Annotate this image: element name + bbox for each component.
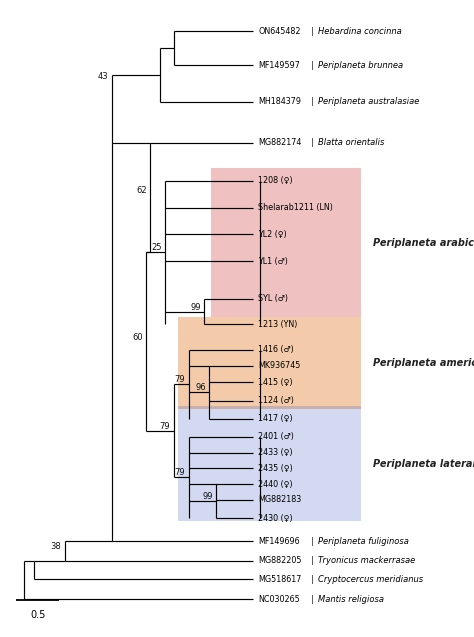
Text: MF149696: MF149696 [258, 536, 300, 546]
Text: 25: 25 [151, 243, 162, 252]
Text: |: | [311, 575, 313, 584]
Text: 2440 (♀): 2440 (♀) [258, 480, 293, 489]
Text: Cryptocercus meridianus: Cryptocercus meridianus [318, 575, 423, 584]
Text: MH184379: MH184379 [258, 97, 301, 106]
Text: 79: 79 [160, 422, 170, 431]
Text: 1213 (YN): 1213 (YN) [258, 320, 298, 329]
Text: Hebardina concinna: Hebardina concinna [318, 27, 401, 36]
Text: NC030265: NC030265 [258, 594, 300, 604]
Text: 2401 (♂): 2401 (♂) [258, 433, 294, 441]
Text: 0.5: 0.5 [30, 610, 46, 620]
Text: MG882205: MG882205 [258, 556, 301, 565]
Text: Shelarab1211 (LN): Shelarab1211 (LN) [258, 203, 333, 212]
Text: 2430 (♀): 2430 (♀) [258, 513, 293, 522]
Text: SYL (♂): SYL (♂) [258, 294, 288, 303]
Text: MG518617: MG518617 [258, 575, 301, 584]
Text: Periplaneta lateralis: Periplaneta lateralis [373, 459, 474, 469]
Text: Periplaneta fuliginosa: Periplaneta fuliginosa [318, 536, 409, 546]
Text: 96: 96 [195, 383, 206, 392]
Text: 2433 (♀): 2433 (♀) [258, 448, 293, 457]
Text: |: | [311, 61, 313, 69]
Text: 1208 (♀): 1208 (♀) [258, 176, 293, 185]
Text: Blatta orientalis: Blatta orientalis [318, 138, 384, 147]
Text: 99: 99 [202, 492, 213, 501]
Text: YL1 (♂): YL1 (♂) [258, 257, 288, 266]
Text: |: | [311, 27, 313, 36]
Bar [178, 406, 361, 522]
Text: 1417 (♀): 1417 (♀) [258, 415, 293, 424]
Text: |: | [311, 594, 313, 604]
Text: |: | [311, 138, 313, 147]
Text: |: | [311, 97, 313, 106]
Text: YL2 (♀): YL2 (♀) [258, 229, 287, 239]
Text: 62: 62 [137, 186, 147, 195]
Text: 1124 (♂): 1124 (♂) [258, 396, 294, 405]
Text: Periplaneta americana: Periplaneta americana [373, 358, 474, 368]
Text: Mantis religiosa: Mantis religiosa [318, 594, 384, 604]
Text: |: | [311, 536, 313, 546]
Text: Periplaneta australasiae: Periplaneta australasiae [318, 97, 419, 106]
Text: 2435 (♀): 2435 (♀) [258, 464, 293, 473]
Text: ON645482: ON645482 [258, 27, 301, 36]
Text: Periplaneta brunnea: Periplaneta brunnea [318, 61, 403, 69]
Text: 1415 (♀): 1415 (♀) [258, 378, 293, 387]
Text: 79: 79 [175, 468, 185, 478]
Bar [178, 317, 361, 409]
Text: MG882183: MG882183 [258, 496, 301, 505]
Text: 38: 38 [51, 542, 62, 551]
Text: MF149597: MF149597 [258, 61, 300, 69]
Text: 99: 99 [191, 303, 201, 311]
Bar [211, 168, 361, 317]
Text: Periplaneta arabica: Periplaneta arabica [373, 238, 474, 248]
Text: MG882174: MG882174 [258, 138, 301, 147]
Text: |: | [311, 556, 313, 565]
Text: 79: 79 [175, 375, 185, 384]
Text: 43: 43 [98, 71, 109, 81]
Text: MK936745: MK936745 [258, 361, 301, 371]
Text: 60: 60 [133, 333, 143, 341]
Text: 1416 (♂): 1416 (♂) [258, 345, 294, 354]
Text: Tryonicus mackerrasae: Tryonicus mackerrasae [318, 556, 415, 565]
